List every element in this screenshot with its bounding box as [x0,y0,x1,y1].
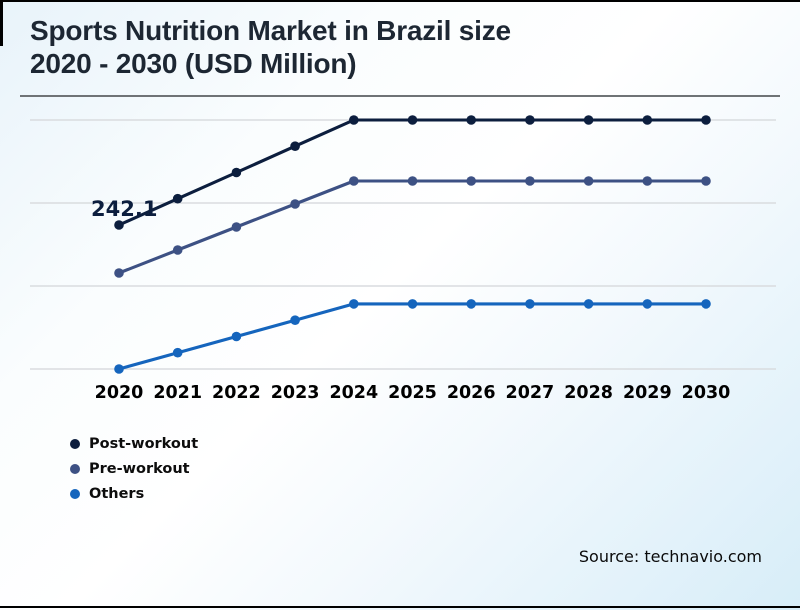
data-point-post-workout-2029 [642,115,653,125]
x-tick-label: 2020 [95,383,144,403]
data-point-post-workout-2028 [583,115,594,125]
bottom-border [0,606,800,608]
legend-item-others: Others [70,481,198,506]
legend-label: Pre-workout [89,460,190,477]
data-point-post-workout-2023 [290,141,300,151]
data-point-pre-workout-2028 [583,176,594,186]
data-point-others-2020 [114,364,124,374]
data-point-others-2029 [642,299,653,309]
data-point-post-workout-2030 [701,115,711,125]
data-point-others-2025 [407,299,418,309]
legend-label: Post-workout [89,435,199,452]
data-point-pre-workout-2029 [642,176,653,186]
data-point-post-workout-2024 [349,115,359,125]
line-chart: 2020 2021 2022 2023 2024 2025 2026 2027 2028 2029… [30,115,776,403]
title-divider [20,95,780,97]
data-point-others-2027 [525,299,535,309]
data-point-pre-workout-2020 [114,268,124,278]
chart-legend: Post-workout Pre-workout Others [70,431,198,506]
data-point-others-2030 [701,299,711,309]
x-tick-label: 2022 [212,383,261,403]
x-tick-label: 2028 [564,383,613,403]
data-point-others-2028 [583,299,594,309]
x-tick-label: 2027 [506,383,555,403]
legend-label: Others [89,485,145,502]
legend-item-pre-workout: Pre-workout [70,456,198,481]
data-point-pre-workout-2026 [466,176,477,186]
x-tick-label: 2023 [271,383,320,403]
x-tick-label: 2024 [329,383,378,403]
page-title-line2: 2020 - 2030 (USD Million) [30,48,357,79]
data-point-post-workout-2025 [407,115,418,125]
series-line-pre-workout [118,179,706,275]
data-point-post-workout-2027 [525,115,535,125]
data-point-others-2024 [349,299,359,309]
x-tick-label: 2030 [682,383,731,403]
page-title-line1: Sports Nutrition Market in Brazil size [30,15,511,46]
legend-dot-post-workout [70,438,80,449]
data-point-post-workout-2026 [466,115,477,125]
data-point-others-2022 [231,331,242,342]
legend-dot-pre-workout [70,463,80,474]
data-point-post-workout-2021 [172,193,183,204]
top-left-border [0,0,3,46]
series-line-post-workout [118,118,706,227]
data-point-pre-workout-2024 [349,176,359,186]
x-tick-label: 2026 [447,383,496,403]
data-point-pre-workout-2021 [172,245,183,255]
data-point-pre-workout-2022 [231,222,242,232]
page-title: Sports Nutrition Market in Brazil size 20… [30,14,511,80]
source-attribution: Source: technavio.com [578,547,762,566]
data-point-post-workout-2022 [231,167,242,178]
top-border [0,0,800,2]
data-point-others-2023 [290,315,300,325]
series-line-others [118,302,706,371]
x-tick-label: 2025 [388,383,437,403]
x-tick-label: 2021 [153,383,202,403]
data-point-pre-workout-2027 [525,176,535,186]
data-point-pre-workout-2030 [701,176,711,186]
legend-item-post-workout: Post-workout [70,431,198,456]
data-label: 242.1 [91,197,157,221]
x-tick-label: 2029 [623,383,672,403]
data-point-pre-workout-2023 [290,199,300,209]
data-point-others-2026 [466,299,477,309]
legend-dot-others [70,488,80,499]
data-point-others-2021 [172,347,183,358]
data-point-pre-workout-2025 [407,176,418,186]
data-point-post-workout-2020 [114,220,124,230]
